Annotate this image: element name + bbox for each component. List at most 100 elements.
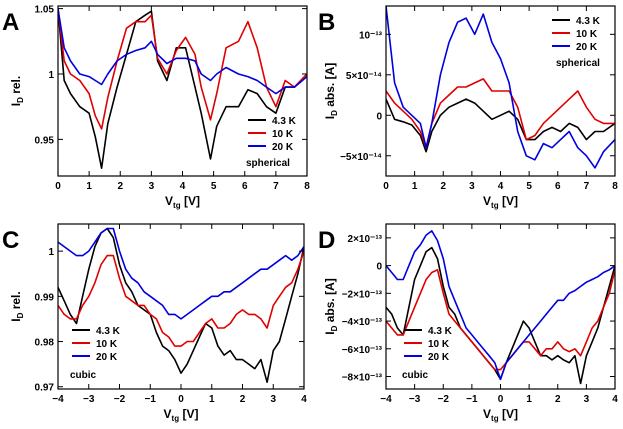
x-axis-label-unit: [V] (181, 194, 200, 208)
x-axis-label-unit: [V] (499, 194, 518, 208)
x-axis-label-unit: [V] (179, 407, 198, 421)
legend-label: 20 K (428, 352, 450, 363)
series-line-20-k (386, 230, 615, 381)
y-axis-label-subscript: D (16, 312, 25, 318)
x-axis-label-subscript: tg (173, 201, 181, 210)
x-tick-label: −3 (83, 394, 95, 405)
legend-label: 10 K (428, 339, 450, 350)
legend-label: 10 K (96, 339, 118, 350)
x-tick-label: 4 (180, 181, 186, 192)
x-tick-label: 6 (242, 181, 248, 192)
legend-label: 20 K (272, 142, 294, 153)
x-tick-label: 2 (440, 181, 446, 192)
y-tick-label: 10⁻¹³ (359, 30, 383, 41)
panel-letter: A (2, 9, 19, 36)
y-axis-label: ID abs. [A] (323, 63, 339, 119)
x-axis-label-main: V (164, 407, 172, 421)
y-tick-label: 0 (376, 111, 382, 122)
x-tick-label: 8 (304, 181, 310, 192)
series-line-20-k (58, 227, 304, 320)
x-tick-label: 5 (211, 181, 217, 192)
y-tick-label: −6×10⁻¹³ (342, 345, 383, 356)
series-line-20-k (58, 8, 307, 95)
y-tick-label: −4×10⁻¹³ (342, 317, 383, 328)
panel-letter: B (318, 9, 335, 36)
x-axis-label-subscript: tg (491, 201, 499, 210)
x-tick-label: −1 (145, 394, 157, 405)
x-axis-label-main: V (483, 194, 491, 208)
y-axis-label-main: I (323, 116, 337, 119)
sample-annotation: spherical (556, 58, 600, 69)
x-tick-label: 4 (498, 181, 504, 192)
legend: 4.3 K 10 K 20 K (72, 326, 121, 363)
x-axis-label: Vtg [V] (483, 194, 518, 210)
x-axis-label-main: V (483, 407, 491, 421)
x-tick-label: −4 (380, 394, 392, 405)
chart-panel-a: 0 1 2 3 4 5 6 7 8 0.95 1 1.05 Vtg [V] ID rel. A 4.3 K 10… (2, 5, 310, 210)
y-axis-label-unit: abs. [A] (323, 278, 337, 325)
y-axis-label-subscript: D (330, 325, 339, 331)
series-line-4-3-k (58, 227, 304, 383)
x-tick-label: −1 (466, 394, 478, 405)
x-tick-label: 1 (209, 394, 215, 405)
x-axis-label: Vtg [V] (164, 407, 199, 423)
legend-label: 4.3 K (96, 326, 121, 337)
y-axis-label: ID abs. [A] (323, 278, 339, 334)
x-tick-label: 2 (117, 181, 123, 192)
x-tick-label: 1 (526, 394, 532, 405)
series-line-20-k (386, 6, 615, 169)
plot-frame (57, 5, 308, 177)
x-tick-label: 2 (240, 394, 246, 405)
x-tick-label: −3 (409, 394, 421, 405)
y-tick-label: 1 (48, 70, 54, 81)
chart-panel-d: −4 −3 −2 −1 0 1 2 3 4 −8×10⁻¹³ −6×10⁻¹³ −4×10⁻¹³ −2×… (318, 223, 618, 423)
panel-letter: C (2, 227, 19, 254)
series-line-4-3-k (386, 98, 615, 153)
x-tick-label: 0 (178, 394, 184, 405)
x-tick-label: 1 (86, 181, 92, 192)
x-axis-label: Vtg [V] (165, 194, 200, 210)
x-tick-label: 0 (55, 181, 61, 192)
x-tick-label: 7 (584, 181, 590, 192)
x-tick-label: 3 (149, 181, 155, 192)
x-tick-label: 0 (498, 394, 504, 405)
series-line-10-k (386, 78, 615, 149)
y-axis-label-main: I (9, 103, 23, 106)
y-axis-label-subscript: D (330, 110, 339, 116)
x-tick-label: 0 (383, 181, 389, 192)
y-tick-label: 0.99 (35, 292, 55, 303)
y-tick-label: 0 (376, 262, 382, 273)
x-tick-label: 4 (301, 394, 307, 405)
x-axis-label-unit: [V] (499, 407, 518, 421)
x-tick-label: 7 (273, 181, 279, 192)
y-axis-label-unit: rel. (9, 291, 23, 312)
legend: 4.3 K 10 K 20 K (248, 116, 297, 153)
y-axis-label-unit: abs. [A] (323, 63, 337, 110)
series-line-10-k (386, 269, 615, 371)
series-line-10-k (58, 8, 307, 130)
y-tick-label: 0.95 (35, 135, 55, 146)
x-axis-label-main: V (165, 194, 173, 208)
y-tick-label: −2×10⁻¹³ (342, 289, 383, 300)
panel-letter: D (318, 227, 335, 254)
y-axis-label-main: I (9, 318, 23, 321)
x-axis-label: Vtg [V] (483, 407, 518, 423)
sample-annotation: spherical (246, 158, 290, 169)
x-tick-label: 1 (412, 181, 418, 192)
series-line-4-3-k (386, 246, 615, 385)
legend-label: 10 K (576, 29, 598, 40)
y-tick-label: −8×10⁻¹³ (342, 373, 383, 384)
x-tick-label: −4 (52, 394, 64, 405)
y-axis-label: ID rel. (9, 291, 25, 321)
x-tick-label: −2 (114, 394, 126, 405)
legend: 4.3 K 10 K 20 K (404, 326, 453, 363)
y-axis-label-subscript: D (16, 97, 25, 103)
x-tick-label: −2 (438, 394, 450, 405)
chart-panel-c: −4 −3 −2 −1 0 1 2 3 4 0.97 0.98 0.99 1 Vtg [V] ID rel.… (2, 223, 307, 423)
chart-panel-b: 0 1 2 3 4 5 6 7 8 −5×10⁻¹⁴ 0 5×10⁻¹⁴ 10⁻¹³ Vtg [V] ID … (318, 5, 618, 210)
x-tick-label: 8 (612, 181, 618, 192)
y-tick-label: 1.05 (35, 5, 55, 16)
legend-label: 4.3 K (576, 16, 601, 27)
legend-label: 20 K (96, 352, 118, 363)
legend-label: 10 K (272, 129, 294, 140)
